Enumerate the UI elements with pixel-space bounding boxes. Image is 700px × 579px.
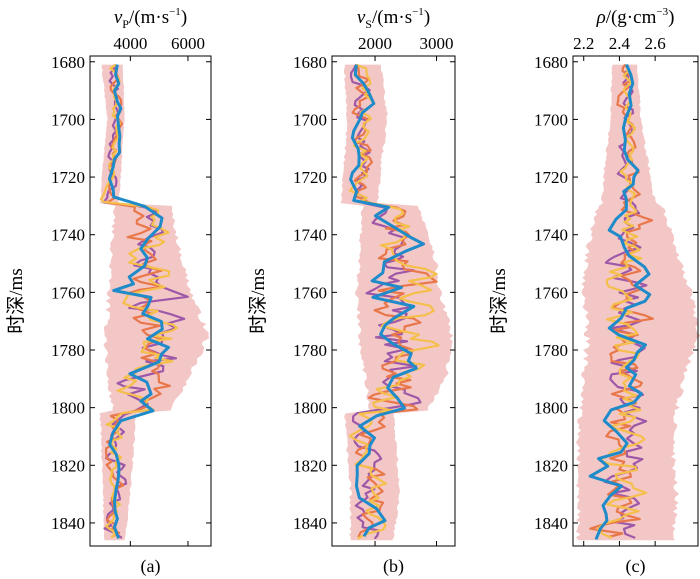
- x-tick-label: 2.2: [573, 34, 594, 53]
- y-tick-label: 1780: [534, 341, 568, 360]
- y-tick-label: 1840: [51, 514, 85, 533]
- y-tick-labels: 1680 1700 1720 1740 1760 1780 1800 1820 1840: [51, 53, 85, 533]
- y-tick-label: 1780: [293, 341, 327, 360]
- y-tick-label: 1820: [534, 456, 568, 475]
- panel-caption: (c): [626, 556, 646, 577]
- tick-marks: [332, 56, 455, 546]
- x-tick-label: 2000: [358, 34, 392, 53]
- y-tick-labels: 1680 1700 1720 1740 1760 1780 1800 1820 1840: [534, 53, 568, 533]
- y-tick-label: 1700: [293, 110, 327, 129]
- y-tick-label: 1840: [293, 514, 327, 533]
- tick-marks: [573, 56, 698, 546]
- y-tick-label: 1760: [534, 283, 568, 302]
- x-tick-label: 3000: [420, 34, 454, 53]
- band-area: [99, 64, 210, 541]
- series-line-blue: [588, 64, 652, 540]
- y-tick-label: 1720: [51, 168, 85, 187]
- panel-b: 2000 3000 1680 1700 1720 1740 1760 1780 1800 182…: [247, 6, 456, 577]
- y-tick-label: 1680: [51, 53, 85, 72]
- y-axis-label: 时深/ms: [247, 268, 269, 333]
- series-lines: [588, 63, 654, 540]
- y-tick-label: 1800: [534, 399, 568, 418]
- series-line-purple: [349, 64, 422, 540]
- x-tick-label: 4000: [113, 34, 147, 53]
- y-tick-label: 1700: [51, 110, 85, 129]
- series-lines: [348, 63, 440, 540]
- y-tick-label: 1840: [534, 514, 568, 533]
- series-line-yellow: [99, 63, 178, 539]
- panel-caption: (b): [383, 556, 404, 577]
- panel-a: 4000 6000 1680 1700 1720 1740 1760 1780 1800 182…: [5, 6, 212, 577]
- y-tick-label: 1800: [293, 399, 327, 418]
- y-tick-label: 1760: [293, 283, 327, 302]
- y-tick-label: 1720: [534, 168, 568, 187]
- y-axis-label: 时深/ms: [488, 268, 510, 333]
- y-tick-label: 1760: [51, 283, 85, 302]
- y-tick-label: 1720: [293, 168, 327, 187]
- y-tick-label: 1740: [51, 226, 85, 245]
- x-tick-label: 2.4: [609, 34, 631, 53]
- y-tick-labels: 1680 1700 1720 1740 1760 1780 1800 1820 1840: [293, 53, 327, 533]
- y-tick-label: 1780: [51, 341, 85, 360]
- x-tick-labels: 4000 6000: [113, 34, 205, 53]
- uncertainty-band: [99, 64, 210, 541]
- y-tick-label: 1680: [293, 53, 327, 72]
- x-tick-labels: 2000 3000: [358, 34, 454, 53]
- x-tick-label: 6000: [171, 34, 205, 53]
- plot-frame: [89, 55, 212, 547]
- panel-caption: (a): [141, 556, 161, 577]
- y-tick-label: 1680: [534, 53, 568, 72]
- series-line-yellow: [348, 63, 440, 540]
- series-lines: [99, 63, 189, 539]
- x-axis-label: vP/(m·s−1): [114, 6, 187, 31]
- x-tick-labels: 2.2 2.4 2.6: [573, 34, 666, 53]
- y-axis-label: 时深/ms: [5, 268, 27, 333]
- y-tick-label: 1740: [293, 226, 327, 245]
- x-axis-label: vS/(m·s−1): [357, 6, 430, 31]
- plot-frame: [572, 55, 699, 547]
- series-line-blue: [349, 64, 425, 538]
- x-axis-label: ρ/(g·cm−3): [596, 6, 675, 28]
- plot-frame: [331, 55, 456, 547]
- y-tick-label: 1700: [534, 110, 568, 129]
- panel-c: 2.2 2.4 2.6 1680 1700 1720 1740 1760 1780 1800 18…: [488, 6, 700, 577]
- y-tick-label: 1800: [51, 399, 85, 418]
- series-line-blue: [107, 64, 170, 539]
- series-line-orange: [589, 63, 654, 539]
- x-tick-label: 2.6: [645, 34, 666, 53]
- tick-marks: [90, 56, 211, 546]
- y-tick-label: 1820: [51, 456, 85, 475]
- y-tick-label: 1740: [534, 226, 568, 245]
- y-tick-label: 1820: [293, 456, 327, 475]
